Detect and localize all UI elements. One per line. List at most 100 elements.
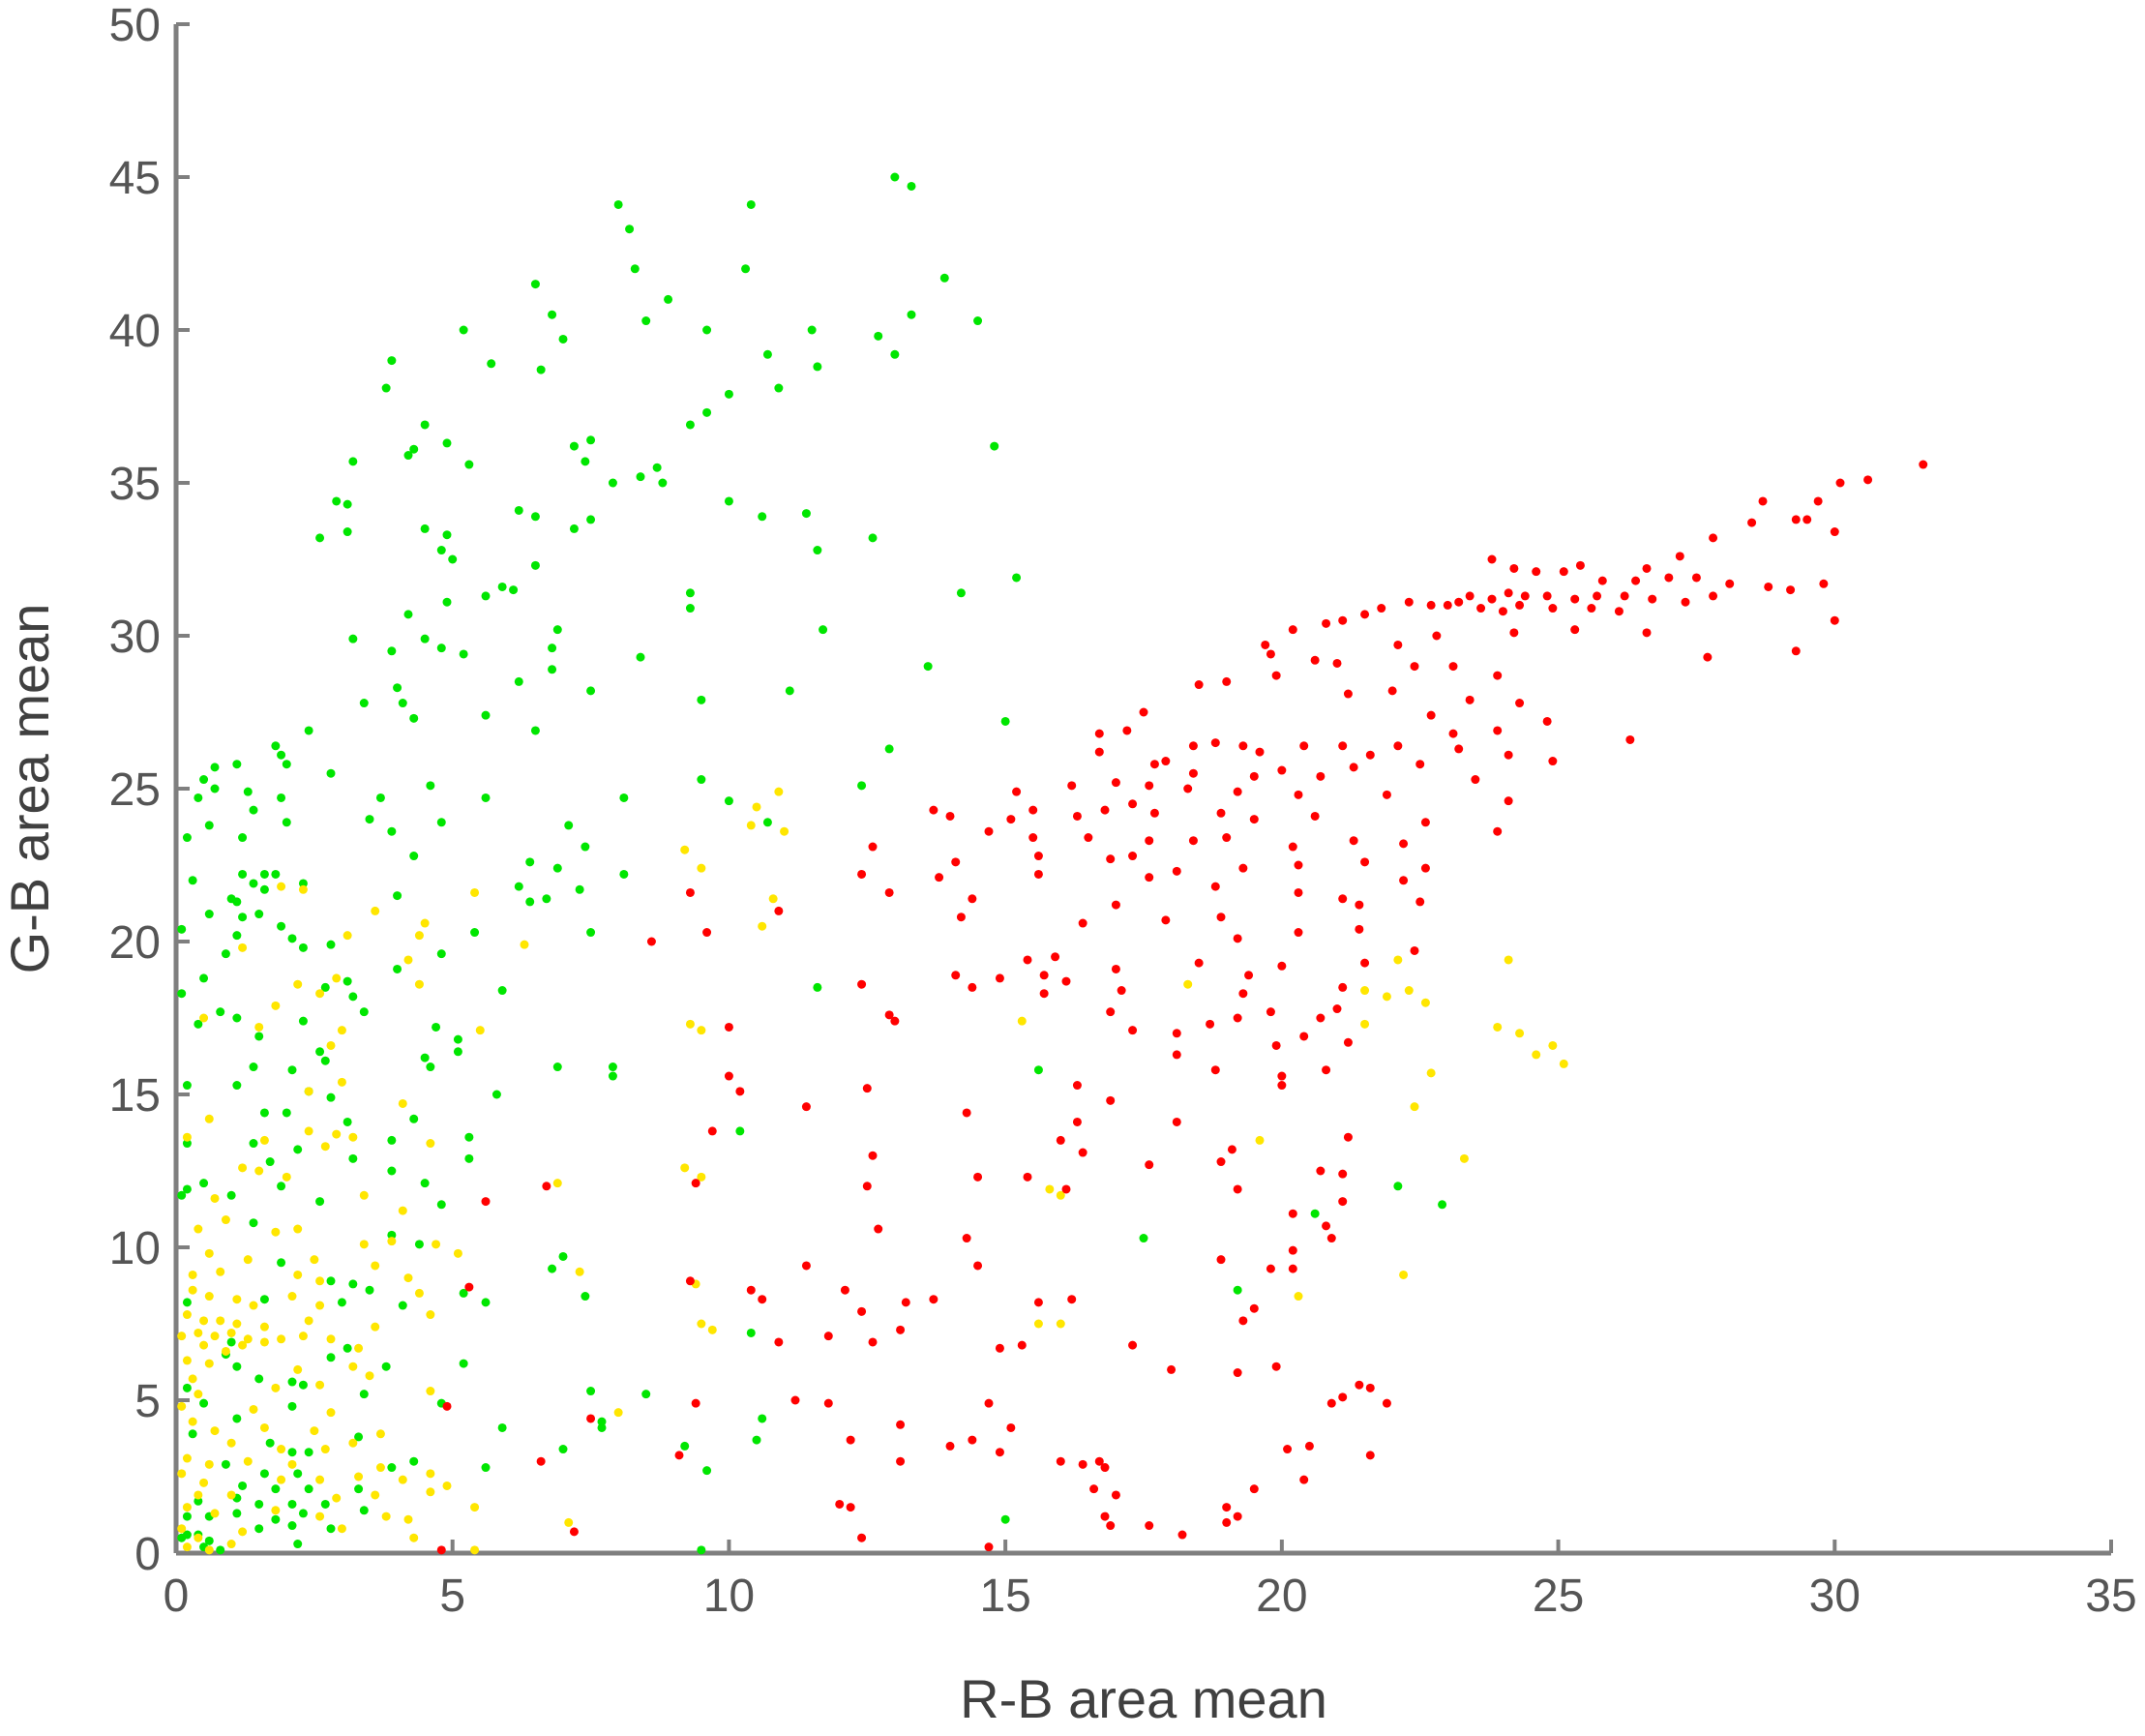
data-point	[1365, 1383, 1375, 1392]
data-point	[1349, 763, 1358, 772]
data-point	[1465, 695, 1475, 704]
data-point	[1322, 1221, 1331, 1231]
data-point	[1830, 615, 1839, 625]
data-point	[801, 1102, 811, 1112]
data-point	[259, 1322, 269, 1332]
data-point	[232, 1509, 242, 1518]
data-point	[530, 560, 540, 570]
data-point	[287, 934, 297, 943]
data-point	[1709, 533, 1718, 543]
data-point	[1145, 836, 1154, 846]
data-point	[182, 1184, 192, 1194]
data-point	[375, 793, 385, 802]
data-point	[420, 634, 430, 644]
data-point	[973, 1172, 983, 1182]
data-point	[1271, 671, 1281, 680]
data-point	[1172, 1029, 1181, 1038]
data-point	[326, 940, 336, 949]
data-point	[232, 1081, 242, 1091]
data-point	[581, 1292, 590, 1302]
data-point	[1233, 1013, 1242, 1023]
data-point	[371, 1261, 380, 1271]
data-point	[1056, 1456, 1065, 1466]
data-point	[1382, 992, 1391, 1002]
data-point	[929, 1295, 938, 1304]
data-point	[990, 441, 999, 451]
data-point	[962, 1108, 971, 1118]
data-point	[277, 1334, 286, 1344]
data-point	[387, 1463, 397, 1473]
y-tick-label: 10	[109, 1223, 161, 1274]
data-point	[232, 897, 242, 907]
data-point	[210, 763, 220, 772]
data-point	[1310, 811, 1320, 821]
data-point	[685, 604, 695, 614]
data-point	[293, 1364, 303, 1374]
data-point	[1393, 741, 1403, 751]
data-point	[287, 1521, 297, 1531]
data-point	[259, 1422, 269, 1432]
data-point	[813, 982, 822, 992]
data-point	[1597, 576, 1607, 585]
data-point	[1399, 1270, 1409, 1279]
data-point	[1277, 1071, 1287, 1081]
data-point	[226, 1328, 236, 1337]
y-axis-label: G-B area mean	[0, 604, 60, 974]
data-point	[287, 1459, 297, 1469]
data-point	[304, 1484, 313, 1494]
data-point	[436, 818, 446, 827]
data-point	[387, 1135, 397, 1145]
data-point	[1515, 1029, 1525, 1038]
data-point	[282, 1108, 291, 1118]
data-point	[1149, 808, 1159, 818]
y-tick-label: 5	[134, 1376, 161, 1427]
data-point	[780, 826, 789, 836]
data-point	[1648, 594, 1657, 604]
data-point	[271, 1227, 281, 1237]
data-point	[254, 1022, 264, 1032]
data-point	[1172, 866, 1181, 876]
data-point	[707, 1126, 717, 1136]
data-point	[459, 1288, 468, 1298]
data-point	[697, 1545, 706, 1555]
data-point	[1343, 1132, 1353, 1142]
data-point	[846, 1435, 855, 1445]
data-point	[1149, 760, 1159, 769]
data-point	[1338, 1169, 1348, 1179]
data-point	[746, 199, 756, 209]
data-point	[1426, 1068, 1436, 1078]
data-point	[762, 349, 772, 359]
data-point	[1487, 554, 1497, 564]
data-point	[1493, 726, 1503, 735]
data-point	[304, 1448, 313, 1457]
data-point	[608, 1071, 617, 1081]
data-point	[420, 524, 430, 533]
data-point	[259, 1135, 269, 1145]
data-point	[1111, 900, 1120, 910]
data-point	[470, 1545, 480, 1555]
data-point	[724, 389, 733, 399]
data-point	[271, 869, 281, 879]
data-point	[254, 1032, 264, 1041]
data-point	[1625, 734, 1635, 744]
data-point	[1316, 1013, 1326, 1023]
data-point	[697, 775, 706, 785]
data-point	[542, 1182, 551, 1191]
data-point	[929, 805, 938, 815]
data-point	[359, 1190, 369, 1200]
data-point	[1642, 628, 1652, 638]
data-point	[238, 869, 248, 879]
data-point	[625, 224, 635, 234]
data-point	[271, 1383, 281, 1392]
data-point	[481, 1463, 491, 1473]
data-point	[315, 989, 325, 999]
data-point	[552, 1063, 562, 1072]
data-point	[293, 1224, 303, 1234]
data-point	[182, 1081, 192, 1091]
data-point	[337, 1524, 346, 1534]
data-point	[1100, 805, 1110, 815]
data-point	[226, 1190, 236, 1200]
data-point	[619, 869, 629, 879]
data-point	[1338, 615, 1348, 625]
data-point	[1631, 576, 1641, 585]
